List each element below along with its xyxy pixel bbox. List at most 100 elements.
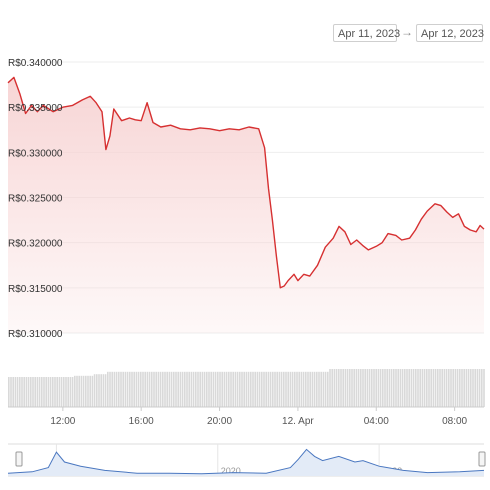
volume-bar bbox=[432, 369, 435, 407]
volume-bar bbox=[49, 377, 52, 407]
volume-bar bbox=[159, 371, 162, 407]
volume-bar bbox=[474, 369, 476, 407]
navigator-right-handle[interactable] bbox=[478, 451, 486, 467]
volume-bar bbox=[256, 371, 259, 407]
volume-bar bbox=[56, 377, 58, 407]
volume-bar bbox=[364, 369, 366, 407]
volume-bar bbox=[298, 371, 300, 407]
volume-bar bbox=[87, 375, 89, 407]
volume-bar bbox=[52, 377, 54, 407]
volume-bar bbox=[434, 369, 437, 407]
volume-bar bbox=[100, 374, 102, 407]
y-tick-label: R$0.335000 bbox=[8, 103, 63, 114]
volume-bar bbox=[184, 371, 186, 407]
volume-bar bbox=[254, 371, 256, 407]
volume-bar bbox=[426, 369, 428, 407]
navigator[interactable]: 201820202022 bbox=[7, 443, 486, 477]
volume-bar bbox=[14, 377, 17, 407]
y-tick-label: R$0.315000 bbox=[8, 284, 63, 295]
volume-bar bbox=[23, 377, 25, 407]
date-range-from-input[interactable]: Apr 11, 2023 bbox=[333, 24, 400, 42]
volume-bar bbox=[74, 375, 76, 407]
volume-bar bbox=[463, 369, 465, 407]
volume-bar bbox=[155, 371, 157, 407]
volume-bar bbox=[129, 371, 131, 407]
volume-bars bbox=[8, 369, 485, 408]
volume-bar bbox=[296, 371, 298, 407]
volume-bar bbox=[76, 375, 78, 407]
volume-bar bbox=[265, 371, 267, 407]
volume-bar bbox=[307, 371, 309, 407]
volume-bar bbox=[210, 371, 212, 407]
volume-bar bbox=[243, 371, 245, 407]
volume-bar bbox=[362, 369, 364, 407]
volume-bar bbox=[111, 371, 113, 407]
volume-bar bbox=[443, 369, 446, 407]
volume-bar bbox=[104, 374, 107, 407]
navigator-tick-label: 2020 bbox=[221, 466, 241, 476]
volume-bar bbox=[25, 377, 28, 407]
date-range-to-input[interactable]: Apr 12, 2023 bbox=[416, 24, 484, 42]
x-tick-label: 20:00 bbox=[207, 416, 232, 427]
volume-bar bbox=[102, 374, 105, 407]
volume-bar bbox=[439, 369, 441, 407]
volume-bar bbox=[206, 371, 208, 407]
volume-bar bbox=[437, 369, 439, 407]
volume-bar bbox=[331, 369, 333, 407]
volume-bar bbox=[195, 371, 197, 407]
navigator-left-handle[interactable] bbox=[15, 451, 23, 467]
volume-bar bbox=[8, 377, 10, 407]
volume-bar bbox=[465, 369, 468, 407]
volume-bar bbox=[412, 369, 415, 407]
x-tick-label: 08:00 bbox=[442, 416, 467, 427]
date-range-arrow-icon: → bbox=[401, 25, 413, 39]
volume-bar bbox=[82, 375, 85, 407]
volume-bar bbox=[170, 371, 173, 407]
navigator-area bbox=[8, 449, 484, 476]
volume-bar bbox=[287, 371, 289, 407]
volume-bar bbox=[382, 369, 384, 407]
volume-bar bbox=[421, 369, 424, 407]
navigator-line bbox=[7, 448, 485, 475]
y-tick-label: R$0.320000 bbox=[8, 239, 63, 250]
volume-bar bbox=[164, 371, 166, 407]
volume-bar bbox=[166, 371, 168, 407]
volume-bar bbox=[470, 369, 472, 407]
volume-bar bbox=[122, 371, 124, 407]
volume-bar bbox=[78, 375, 80, 407]
volume-bar bbox=[344, 369, 347, 407]
volume-bar bbox=[173, 371, 175, 407]
volume-bar bbox=[43, 377, 45, 407]
volume-bar bbox=[162, 371, 164, 407]
volume-bar bbox=[124, 371, 127, 407]
volume-bar bbox=[379, 369, 382, 407]
volume-bar bbox=[430, 369, 432, 407]
volume-bar bbox=[168, 371, 171, 407]
volume-bar bbox=[234, 371, 237, 407]
y-axis-labels: R$0.340000 R$0.335000 R$0.330000 R$0.325000… bbox=[8, 58, 63, 340]
volume-bar bbox=[118, 371, 120, 407]
volume-bar bbox=[371, 369, 373, 407]
volume-bar bbox=[417, 369, 419, 407]
volume-bar bbox=[456, 369, 459, 407]
volume-bar bbox=[113, 371, 116, 407]
volume-bar bbox=[186, 371, 188, 407]
volume-bar bbox=[131, 371, 133, 407]
volume-bar bbox=[140, 371, 142, 407]
volume-bar bbox=[63, 377, 65, 407]
volume-bar bbox=[324, 371, 327, 407]
volume-bar bbox=[30, 377, 32, 407]
volume-bar bbox=[151, 371, 153, 407]
volume-bar bbox=[10, 377, 12, 407]
volume-bar bbox=[27, 377, 30, 407]
volume-bar bbox=[232, 371, 234, 407]
volume-bar bbox=[212, 371, 215, 407]
volume-bar bbox=[47, 377, 50, 407]
volume-bar bbox=[208, 371, 210, 407]
volume-bar bbox=[291, 371, 294, 407]
volume-bar bbox=[300, 371, 303, 407]
volume-bar bbox=[146, 371, 149, 407]
volume-bar bbox=[384, 369, 386, 407]
x-tick-label: 04:00 bbox=[364, 416, 389, 427]
